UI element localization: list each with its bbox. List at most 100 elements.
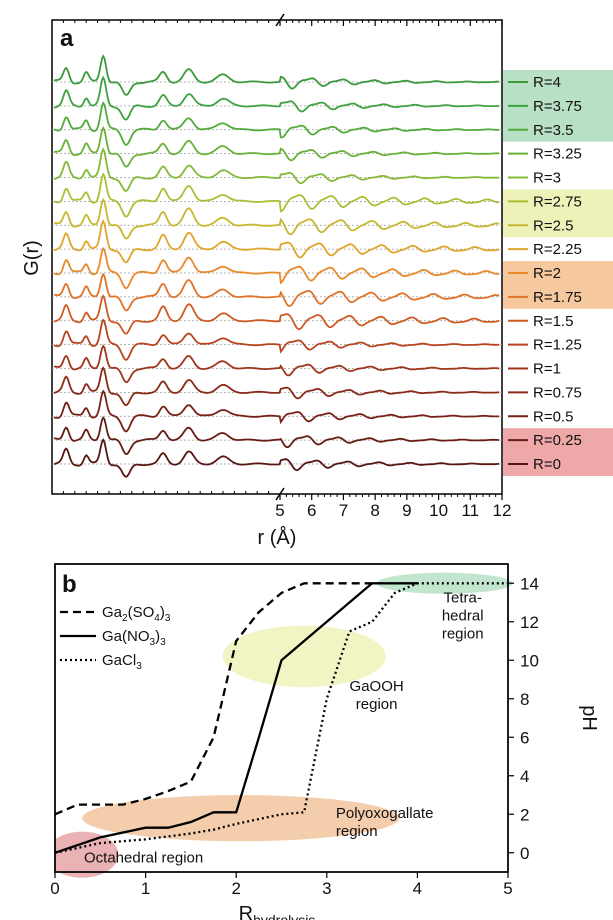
series-line <box>53 438 500 478</box>
region-label: region <box>442 626 484 643</box>
legend-label-part: Ga(NO <box>102 628 150 645</box>
series-line <box>53 125 500 168</box>
series-line <box>53 75 500 121</box>
legend-label: Ga(NO3)3 <box>102 628 166 648</box>
series-line <box>53 366 500 407</box>
series-line <box>53 294 500 335</box>
region-label: Octahedral region <box>84 849 203 866</box>
panel-b-label: b <box>62 571 77 598</box>
ph-series-line <box>54 582 373 816</box>
series-line <box>53 147 500 192</box>
series-line <box>53 54 500 96</box>
legend-label: GaCl3 <box>102 652 142 672</box>
y-axis-label: pH <box>578 705 600 731</box>
region-ellipse <box>376 572 513 594</box>
series-line <box>53 172 500 218</box>
axis-break-mark <box>275 13 285 27</box>
panel-a-label: a <box>60 25 74 52</box>
series-line <box>54 272 500 312</box>
series-line <box>53 344 500 384</box>
region-label: region <box>336 823 378 840</box>
region-label: Tetra- <box>444 590 482 607</box>
legend-label-part: Ga <box>102 604 123 621</box>
legend-label-part: 3 <box>160 637 166 648</box>
x-tick-label: 5 <box>275 501 284 520</box>
series-line <box>53 219 500 264</box>
mask <box>0 504 54 872</box>
legend-label: R=1.75 <box>533 289 582 306</box>
series-line <box>53 389 500 433</box>
panel-b-frame-top <box>54 563 509 873</box>
panel-a-frame <box>51 19 503 495</box>
region-label: hedral <box>442 608 484 625</box>
x-axis-label: r (Å) <box>258 526 297 549</box>
series-line <box>53 318 500 361</box>
x-tick-label: 6 <box>307 501 316 520</box>
y-tick-label: 14 <box>520 574 539 593</box>
y-tick-label: 0 <box>520 844 529 863</box>
legend-label-part: (SO <box>128 604 155 621</box>
ph-series-line <box>54 582 418 854</box>
x-tick-label: 1 <box>141 879 150 898</box>
legend-highlight-band <box>503 261 613 309</box>
legend-label-part: GaCl <box>102 652 136 669</box>
legend-label-part: ) <box>155 628 160 645</box>
y-tick-label: 12 <box>520 613 539 632</box>
legend-label: R=0.25 <box>533 432 582 449</box>
x-axis-label-main: R <box>239 903 253 920</box>
region-ellipse <box>222 625 386 688</box>
x-tick-label: 5 <box>503 879 512 898</box>
legend-label: R=0.75 <box>533 384 582 401</box>
legend-label: R=3.75 <box>533 98 582 115</box>
legend-label: R=0 <box>533 456 561 473</box>
legend-label: R=2.25 <box>533 241 582 258</box>
legend-label: R=2.5 <box>533 217 573 234</box>
legend-label: R=3.5 <box>533 122 573 139</box>
legend-label: R=2.75 <box>533 193 582 210</box>
x-tick-label: 3 <box>322 879 331 898</box>
legend-label-part: 3 <box>136 661 142 672</box>
y-tick-label: 4 <box>520 767 529 786</box>
legend-label: R=1 <box>533 361 561 378</box>
region-label: GaOOH <box>350 678 404 695</box>
legend-label: R=3 <box>533 170 561 187</box>
legend-label: R=3.25 <box>533 146 582 163</box>
legend-label: R=1.25 <box>533 337 582 354</box>
legend-label: Ga2(SO4)3 <box>102 604 171 624</box>
region-ellipse <box>82 795 400 842</box>
x-axis-label: Rhydrolysis <box>239 903 316 920</box>
series-line <box>53 101 500 146</box>
y-tick-label: 8 <box>520 690 529 709</box>
legend-highlight-band <box>503 189 613 238</box>
x-tick-label: 11 <box>461 501 479 520</box>
x-tick-label: 12 <box>493 501 512 520</box>
y-tick-label: 10 <box>520 651 539 670</box>
x-tick-label: 0 <box>50 879 59 898</box>
x-tick-label: 8 <box>370 501 379 520</box>
x-tick-label: 9 <box>402 501 411 520</box>
axis-break-mark <box>275 487 285 501</box>
legend-label-part: 4 <box>154 613 160 624</box>
x-tick-label: 10 <box>429 501 448 520</box>
legend-highlight-band <box>503 428 613 476</box>
x-tick-label: 7 <box>339 501 348 520</box>
legend-label-part: ) <box>160 604 165 621</box>
legend-label-part: 3 <box>150 637 156 648</box>
x-axis-label-sub: hydrolysis <box>253 912 315 920</box>
x-tick-label: 4 <box>413 879 422 898</box>
y-tick-label: 2 <box>520 805 529 824</box>
series-line <box>53 246 500 290</box>
legend-label: R=1.5 <box>533 313 573 330</box>
region-label: region <box>356 696 398 713</box>
legend-label-part: 3 <box>165 613 171 624</box>
legend-label: R=0.5 <box>533 408 573 425</box>
y-axis-label: G(r) <box>21 240 43 276</box>
series-line <box>53 415 500 456</box>
legend-label: R=4 <box>533 74 561 91</box>
series-line <box>53 197 500 240</box>
legend-label-part: 2 <box>122 613 128 624</box>
region-label: Polyoxogallate <box>336 805 434 822</box>
y-tick-label: 6 <box>520 728 529 747</box>
x-tick-label: 2 <box>231 879 240 898</box>
